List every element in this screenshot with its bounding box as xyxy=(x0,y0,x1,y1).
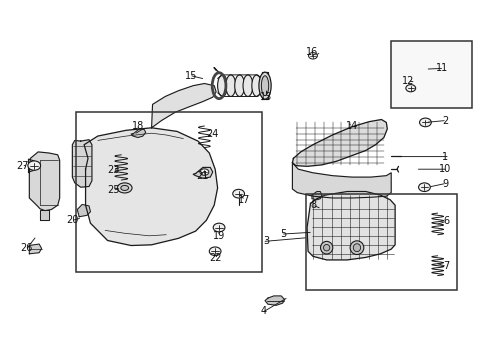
Text: 26: 26 xyxy=(20,243,33,253)
Text: 20: 20 xyxy=(66,215,79,225)
Text: 4: 4 xyxy=(261,306,266,316)
Text: 17: 17 xyxy=(238,195,250,205)
Text: 8: 8 xyxy=(309,200,315,210)
Text: 12: 12 xyxy=(401,76,414,86)
Text: 18: 18 xyxy=(131,121,144,131)
Polygon shape xyxy=(292,163,390,198)
Text: 15: 15 xyxy=(184,71,197,81)
Circle shape xyxy=(232,189,244,198)
Polygon shape xyxy=(403,76,412,85)
Polygon shape xyxy=(72,140,92,187)
Polygon shape xyxy=(261,72,267,99)
Ellipse shape xyxy=(323,244,329,251)
Circle shape xyxy=(308,53,317,59)
Text: 9: 9 xyxy=(441,179,447,189)
Circle shape xyxy=(418,183,429,192)
Circle shape xyxy=(200,169,208,175)
Ellipse shape xyxy=(234,75,244,96)
Circle shape xyxy=(28,161,41,170)
Polygon shape xyxy=(40,210,49,220)
Ellipse shape xyxy=(251,75,261,96)
Text: 14: 14 xyxy=(345,121,358,131)
Text: 6: 6 xyxy=(442,216,448,226)
Text: 1: 1 xyxy=(441,152,447,162)
Ellipse shape xyxy=(349,241,363,255)
Polygon shape xyxy=(84,128,217,246)
Bar xyxy=(76,112,261,272)
Text: 7: 7 xyxy=(442,261,448,271)
Text: 19: 19 xyxy=(212,231,225,241)
Ellipse shape xyxy=(320,242,332,254)
Text: 16: 16 xyxy=(305,47,318,57)
Circle shape xyxy=(419,118,430,127)
Ellipse shape xyxy=(121,185,128,190)
Ellipse shape xyxy=(117,183,132,193)
Polygon shape xyxy=(264,296,284,305)
Circle shape xyxy=(405,85,415,92)
Text: 10: 10 xyxy=(438,164,450,174)
Ellipse shape xyxy=(259,72,271,99)
Polygon shape xyxy=(131,129,145,138)
Text: 5: 5 xyxy=(280,229,286,239)
Text: 23: 23 xyxy=(107,165,120,175)
Text: 25: 25 xyxy=(107,185,120,195)
Polygon shape xyxy=(306,192,394,260)
Polygon shape xyxy=(29,244,41,254)
Polygon shape xyxy=(77,204,90,217)
Circle shape xyxy=(213,223,224,232)
Ellipse shape xyxy=(352,244,360,252)
Polygon shape xyxy=(311,192,321,200)
Bar xyxy=(390,41,471,108)
Text: 21: 21 xyxy=(196,171,209,181)
Ellipse shape xyxy=(217,75,227,96)
Text: 22: 22 xyxy=(208,253,221,264)
Polygon shape xyxy=(193,167,212,178)
Text: 13: 13 xyxy=(260,92,272,102)
Circle shape xyxy=(209,247,221,256)
Polygon shape xyxy=(29,152,60,211)
Ellipse shape xyxy=(261,76,268,95)
Text: 11: 11 xyxy=(435,63,448,73)
Polygon shape xyxy=(151,84,216,128)
Text: 2: 2 xyxy=(441,116,447,126)
Ellipse shape xyxy=(243,75,252,96)
Bar xyxy=(305,194,456,290)
Text: 3: 3 xyxy=(263,236,269,246)
Text: 27: 27 xyxy=(16,161,28,171)
Ellipse shape xyxy=(225,75,235,96)
Text: 24: 24 xyxy=(206,129,219,139)
Polygon shape xyxy=(292,120,386,166)
